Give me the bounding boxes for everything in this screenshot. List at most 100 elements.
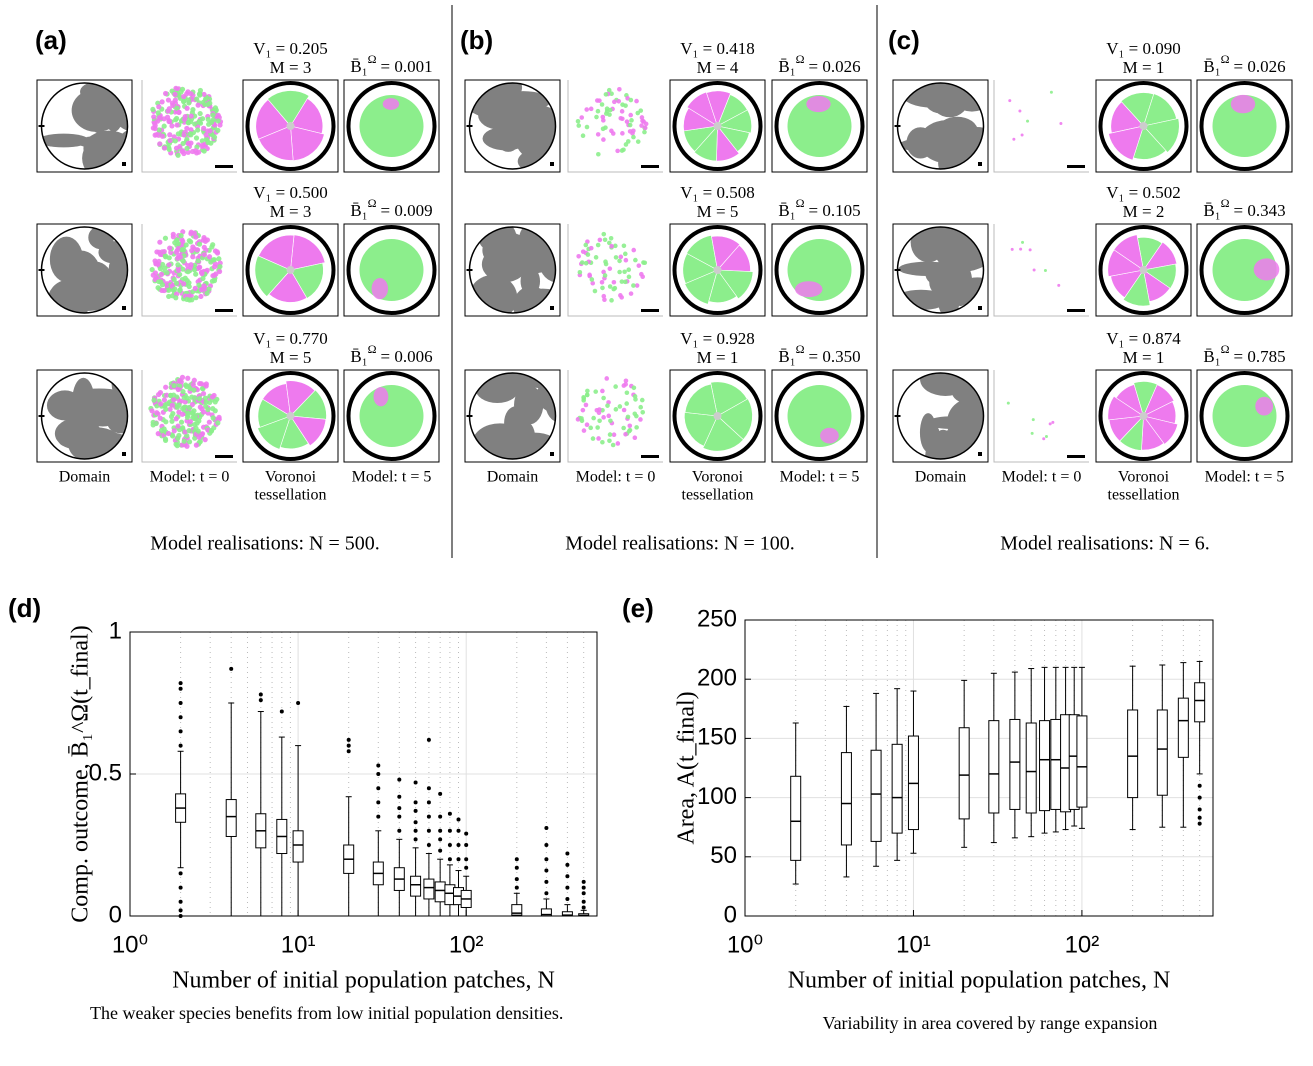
population-patch [633,394,638,399]
population-patch [205,140,210,145]
image-caption: Domain [915,469,967,486]
population-patch [1042,437,1045,440]
final-model-image [344,224,439,316]
image-caption: Domain [59,469,111,486]
population-patch [628,123,633,128]
outlier [179,715,183,719]
population-patch [212,264,217,269]
population-patch [596,436,601,441]
population-patch [158,416,163,421]
population-patch [151,114,156,119]
population-patch [171,232,176,237]
image-caption: Voronoi [265,469,317,486]
population-patch [633,435,638,440]
population-patch [195,421,200,426]
voronoi-statistic: V₁ = 0.205 [253,39,328,58]
outlier [259,698,263,702]
population-patch [171,397,176,402]
colony-pink [1231,95,1255,113]
population-patch [216,118,221,123]
outcome-symbol: B̄₁ [350,57,367,76]
voronoi-statistic: V₁ = 0.770 [253,329,328,348]
outlier [427,786,431,790]
population-patch [157,240,162,245]
population-patch [203,96,208,101]
population-patch [601,137,606,142]
box [424,879,434,899]
population-patch [581,398,586,403]
patch-count: M = 3 [270,58,312,77]
box [1178,698,1188,757]
image-axes [994,370,1089,462]
population-patch [1019,248,1022,251]
population-patch [162,145,167,150]
domain-patch [50,237,83,282]
box [989,721,999,813]
x-tick-label: 10² [1065,931,1100,958]
population-patch [186,428,191,433]
outlier [427,829,431,833]
population-patch [197,242,202,247]
population-patch [197,92,202,97]
population-patch [590,281,595,286]
population-patch [625,119,630,124]
population-patch [612,432,617,437]
outcome-symbol: B̄₁ [1203,57,1220,76]
x-tick-label: 10⁰ [112,931,148,958]
population-patch [600,115,605,120]
population-patch [640,410,645,415]
population-patch [190,244,195,249]
population-patch [186,269,191,274]
population-patch [585,125,590,130]
population-patch [155,119,160,124]
outlier [179,729,183,733]
population-patch [623,252,628,257]
box [1040,721,1050,811]
population-patch [1032,418,1035,421]
image-axes [568,370,663,462]
outcome-superscript: Ω [1221,52,1230,66]
voronoi-center [1140,122,1148,130]
outlier [229,667,233,671]
outlier [457,817,461,821]
y-axis-label: Area, A(t_final) [674,691,700,844]
population-patch [581,408,586,413]
figure-canvas: (a)V₁ = 0.205M = 3B̄₁Ω= 0.001V₁ = 0.500M… [0,0,1313,1066]
outlier [438,815,442,819]
outlier [464,843,468,847]
voronoi-center [287,266,295,274]
box [435,882,445,902]
outlier [427,800,431,804]
population-patch [593,389,598,394]
box [1010,719,1020,809]
outcome-value: = 0.006 [381,347,433,366]
population-patch [216,113,221,118]
box [892,744,902,833]
population-patch [186,141,191,146]
population-patch [199,271,204,276]
colony-pink [372,278,389,299]
population-patch [172,428,177,433]
y-tick-label: 200 [697,665,737,692]
y-tick-label: 150 [697,724,737,751]
population-patch [638,417,643,422]
population-patch [583,243,588,248]
population-patch [171,383,176,388]
population-patch [212,278,217,283]
voronoi-image [670,80,765,172]
population-patch [175,423,180,428]
outlier [376,772,380,776]
outcome-superscript: Ω [368,52,377,66]
scale-bar [215,309,233,312]
outlier [565,886,569,890]
plot-area [745,620,1213,916]
population-patch [151,398,156,403]
population-patch [212,273,217,278]
population-patch [603,237,608,242]
population-patch [184,384,189,389]
outlier [280,710,284,714]
population-patch [634,99,639,104]
population-patch [584,403,589,408]
population-patch [181,132,186,137]
domain-patch [906,127,934,158]
